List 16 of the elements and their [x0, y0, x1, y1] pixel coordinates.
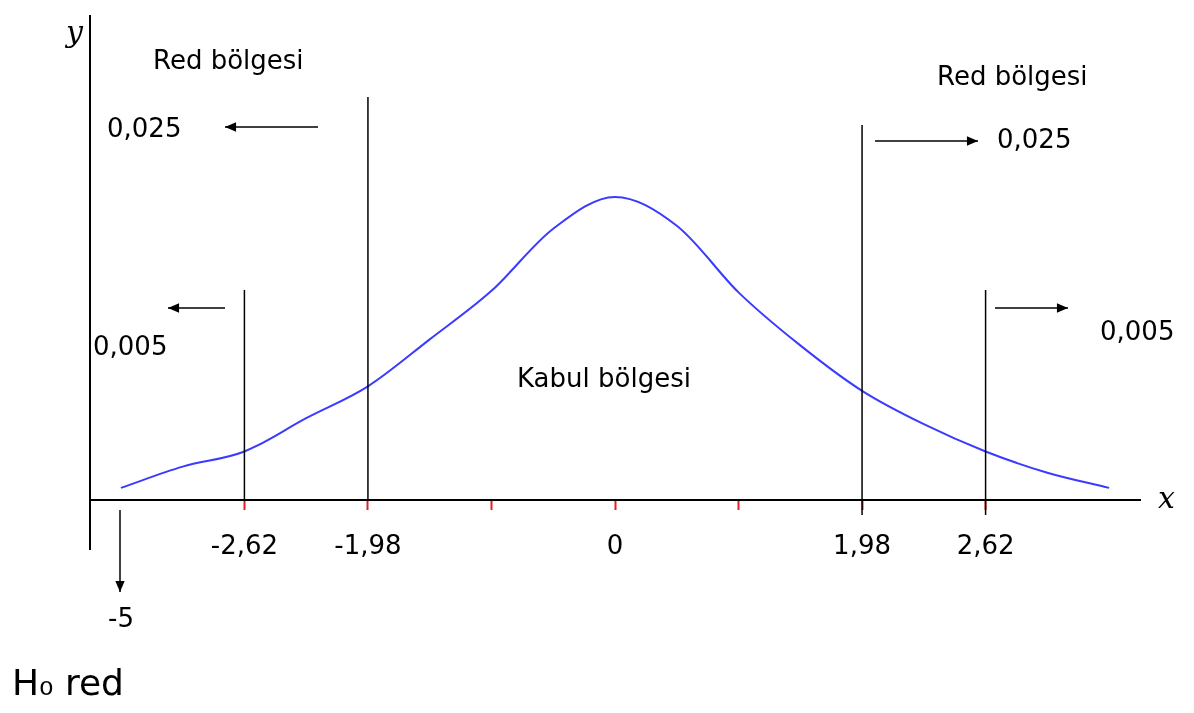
x-tick-label: 2,62	[956, 530, 1015, 561]
x-tick-label: -1,98	[334, 530, 402, 561]
text: Red bölgesi	[153, 44, 304, 75]
annotation: 0,005	[93, 330, 168, 361]
annotation: Kabul bölgesi	[517, 362, 691, 393]
x-tick-label: 0	[606, 530, 624, 561]
y-axis-title: y	[64, 13, 84, 49]
x-tick-label: 1,98	[833, 530, 891, 561]
text: Red bölgesi	[937, 60, 1088, 91]
text: -5	[108, 602, 134, 633]
text: H₀ red	[12, 662, 124, 704]
annotation: 0,005	[1100, 315, 1175, 346]
text: 0,025	[997, 123, 1072, 154]
x-tick-label: -2,62	[210, 530, 279, 561]
x-axis-title: x	[1158, 479, 1175, 515]
text: 0,025	[107, 112, 182, 143]
